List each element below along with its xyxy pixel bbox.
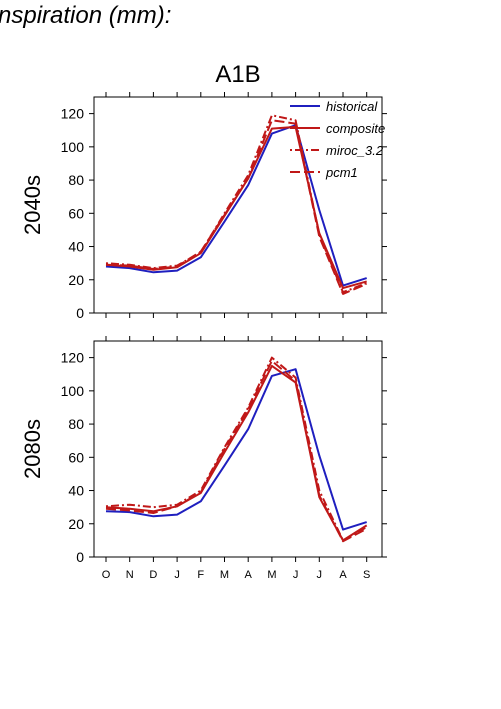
plot-frame-2080s: [93, 340, 383, 558]
series-line-pcm1: [105, 119, 368, 295]
y-tick-label: 0: [76, 305, 84, 321]
x-tick-label: N: [126, 569, 134, 581]
figure-title: nspiration (mm):: [0, 2, 172, 29]
series-line-historical: [105, 124, 368, 287]
legend-label-historical: historical: [326, 99, 378, 114]
y-tick-label: 20: [68, 272, 84, 288]
x-tick-label: F: [197, 569, 204, 581]
x-tick-label: A: [245, 569, 253, 581]
x-tick-label: J: [317, 569, 323, 581]
panel-label-2040s: 2040s: [20, 175, 45, 235]
x-tick-label: J: [174, 569, 180, 581]
panel-label-2080s: 2080s: [20, 419, 45, 479]
series-line-pcm1: [105, 359, 368, 543]
y-tick-label: 80: [68, 416, 84, 432]
x-tick-label: S: [363, 569, 370, 581]
legend-label-pcm1: pcm1: [325, 165, 358, 180]
y-tick-label: 100: [61, 139, 85, 155]
y-tick-label: 40: [68, 483, 84, 499]
y-tick-label: 100: [61, 383, 85, 399]
x-tick-label: O: [102, 569, 111, 581]
legend-label-composite: composite: [326, 121, 385, 136]
y-tick-label: 120: [61, 350, 85, 366]
y-tick-label: 40: [68, 239, 84, 255]
series-line-historical: [105, 368, 368, 531]
y-tick-label: 20: [68, 516, 84, 532]
x-tick-label: D: [149, 569, 157, 581]
y-tick-label: 0: [76, 549, 84, 565]
chart-title: A1B: [215, 61, 260, 88]
y-tick-label: 80: [68, 172, 84, 188]
legend-label-miroc_3.2: miroc_3.2: [326, 143, 384, 158]
plot-frame-2040s: [93, 96, 383, 314]
x-tick-label: M: [267, 569, 276, 581]
x-tick-label: M: [220, 569, 229, 581]
x-tick-label: J: [293, 569, 299, 581]
y-tick-label: 60: [68, 449, 84, 465]
y-tick-label: 60: [68, 205, 84, 221]
y-tick-label: 120: [61, 106, 85, 122]
x-tick-label: A: [339, 569, 347, 581]
